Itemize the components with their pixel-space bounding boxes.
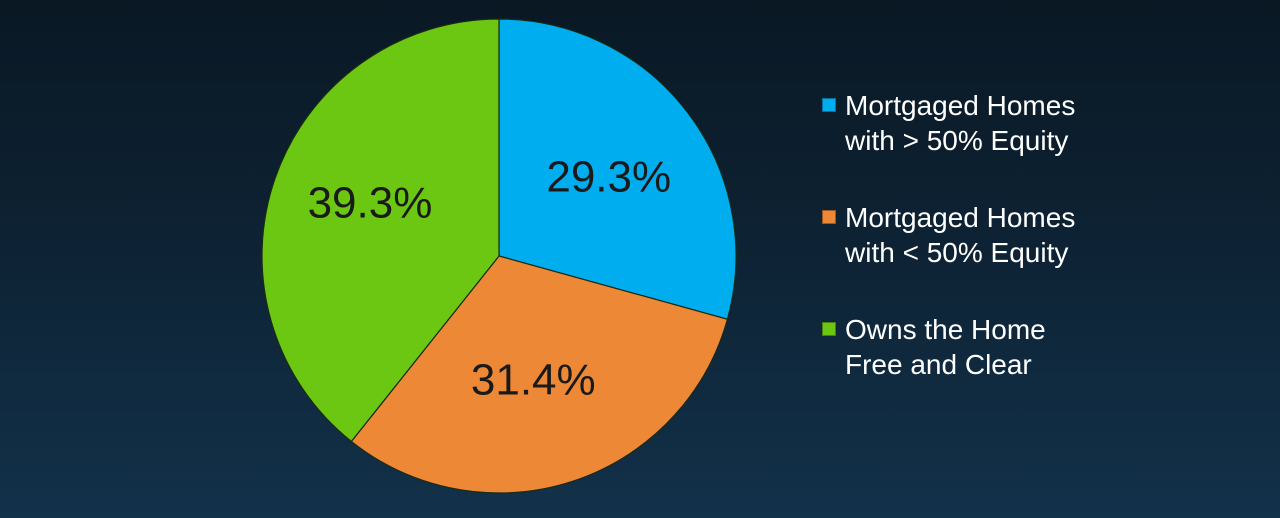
legend-swatch bbox=[822, 322, 836, 336]
legend-item-mortgaged-over-50: Mortgaged Homes with > 50% Equity bbox=[822, 88, 1262, 158]
pie-data-label-1: 31.4% bbox=[471, 355, 596, 404]
pie-slice-1 bbox=[350, 255, 729, 494]
pie-slices bbox=[261, 18, 737, 494]
pie-slice-2 bbox=[261, 18, 500, 443]
legend: Mortgaged Homes with > 50% Equity Mortga… bbox=[822, 88, 1262, 424]
legend-swatch bbox=[822, 210, 836, 224]
legend-label: Owns the Home Free and Clear bbox=[845, 314, 1046, 380]
legend-label: Mortgaged Homes with > 50% Equity bbox=[845, 90, 1076, 156]
legend-item-free-and-clear: Owns the Home Free and Clear bbox=[822, 312, 1262, 382]
pie-slice-0 bbox=[498, 18, 737, 320]
pie-data-label-0: 29.3% bbox=[546, 153, 671, 202]
pie-data-label-2: 39.3% bbox=[308, 179, 433, 228]
legend-item-mortgaged-under-50: Mortgaged Homes with < 50% Equity bbox=[822, 200, 1262, 270]
legend-label: Mortgaged Homes with < 50% Equity bbox=[845, 202, 1076, 268]
pie-data-labels: 29.3% 31.4% 39.3% bbox=[308, 153, 672, 405]
legend-swatch bbox=[822, 98, 836, 112]
